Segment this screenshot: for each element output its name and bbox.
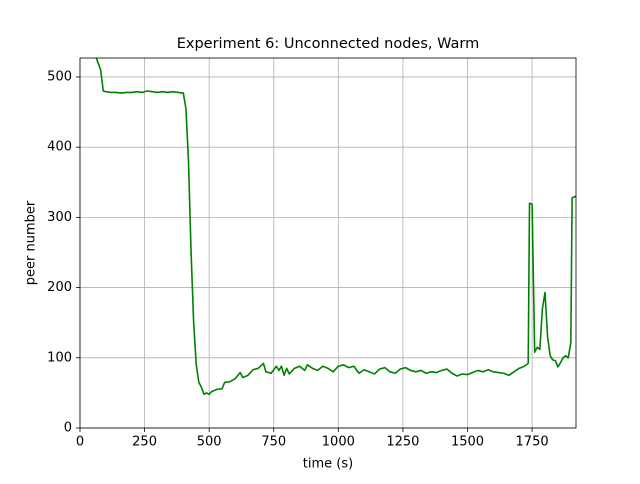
x-tick-label: 500 — [197, 435, 222, 450]
axes-frame — [79, 57, 577, 429]
y-tick-label: 300 — [47, 210, 72, 225]
x-tick-label: 1500 — [451, 435, 484, 450]
x-axis-label: time (s) — [303, 457, 353, 472]
x-tick-label: 0 — [76, 435, 84, 450]
y-tick-label: 400 — [47, 140, 72, 155]
y-tick-label: 100 — [47, 350, 72, 365]
x-tick-label: 750 — [261, 435, 286, 450]
grid — [79, 58, 576, 429]
x-tick-label: 250 — [132, 435, 157, 450]
y-tick-label: 200 — [47, 280, 72, 295]
chart-title: Experiment 6: Unconnected nodes, Warm — [177, 36, 480, 52]
x-tick-label: 1750 — [516, 435, 549, 450]
y-axis-label: peer number — [24, 200, 39, 285]
x-tick-label: 1000 — [322, 435, 355, 450]
y-tick-label: 0 — [64, 421, 72, 436]
y-tick-label: 500 — [47, 69, 72, 84]
x-tick-label: 1250 — [386, 435, 419, 450]
plot-area — [95, 58, 576, 396]
data-line — [95, 58, 576, 396]
